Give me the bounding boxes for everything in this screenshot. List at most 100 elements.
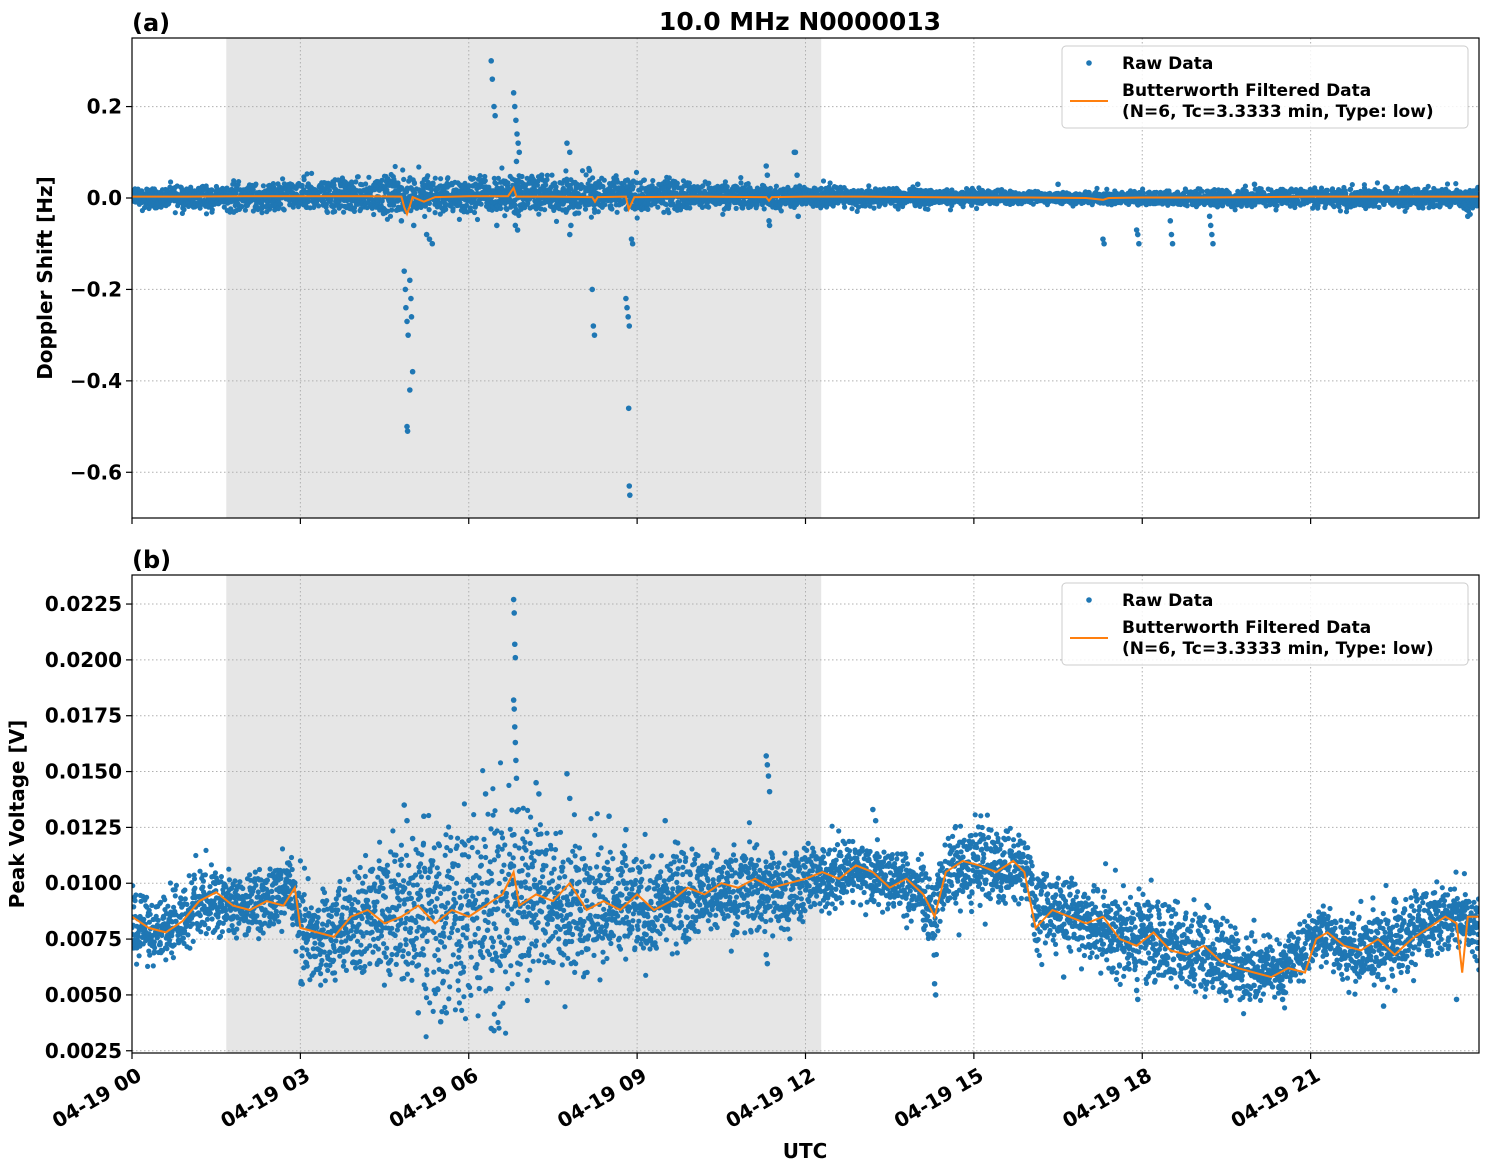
raw-data-point (720, 211, 726, 217)
raw-data-point (579, 168, 586, 174)
raw-data-point (674, 180, 680, 186)
raw-data-point (389, 207, 395, 213)
raw-data-point (326, 187, 333, 193)
raw-data-point (1348, 186, 1354, 192)
raw-data-point (242, 207, 248, 213)
raw-data-point (443, 206, 449, 212)
raw-data-point (411, 180, 418, 186)
raw-data-point (553, 184, 559, 190)
raw-data-point (666, 210, 672, 216)
raw-data-point (498, 205, 504, 212)
raw-data-point (544, 172, 551, 178)
raw-data-point (663, 201, 670, 208)
raw-data-point (471, 209, 478, 216)
raw-data-point (733, 205, 739, 211)
raw-data-point (450, 206, 456, 212)
raw-data-point (633, 169, 640, 175)
plot-area (132, 58, 1479, 498)
raw-data-point (181, 207, 187, 213)
raw-data-point (236, 179, 242, 185)
raw-data-point (925, 206, 931, 212)
raw-data-point (849, 206, 855, 212)
raw-data-point (353, 179, 359, 185)
raw-data-point (341, 209, 347, 215)
raw-data-point (563, 168, 569, 174)
raw-data-point (706, 204, 712, 210)
raw-data-point (641, 177, 648, 183)
raw-data-point (650, 178, 656, 184)
raw-data-point (614, 209, 620, 215)
raw-data-point (482, 178, 488, 184)
raw-data-point (655, 204, 661, 210)
raw-data-point (429, 186, 435, 193)
raw-data-point (842, 204, 848, 210)
raw-data-point (456, 216, 462, 222)
raw-data-point (516, 212, 522, 219)
raw-data-point (321, 198, 327, 204)
raw-data-point (278, 201, 284, 207)
raw-data-point (299, 182, 305, 189)
raw-data-point (305, 199, 311, 205)
raw-data-point (724, 184, 730, 190)
raw-data-point (325, 180, 331, 186)
raw-data-point (706, 180, 712, 186)
raw-data-point (474, 216, 481, 223)
raw-data-point (430, 180, 436, 186)
raw-data-point (209, 207, 215, 213)
raw-data-point (542, 207, 548, 213)
raw-data-point (1274, 203, 1280, 209)
raw-data-point (601, 177, 607, 183)
raw-data-point (401, 176, 407, 182)
raw-data-point (209, 187, 215, 193)
raw-data-point (1349, 182, 1355, 188)
raw-data-point (260, 183, 266, 189)
raw-data-point (536, 211, 542, 217)
raw-data-point (1337, 208, 1343, 214)
raw-data-point (400, 167, 406, 173)
figure-title: 10.0 MHz N0000013 (659, 7, 941, 36)
raw-data-point (761, 206, 767, 212)
raw-data-point (595, 209, 601, 215)
raw-data-point (309, 170, 315, 176)
raw-data-point (250, 186, 256, 193)
raw-data-point (203, 211, 210, 217)
raw-data-point (239, 203, 245, 210)
raw-data-point (1376, 204, 1382, 210)
raw-data-point (387, 213, 394, 219)
raw-data-point (871, 205, 877, 211)
raw-data-point (371, 211, 377, 218)
raw-data-point (422, 213, 428, 219)
raw-data-point (1232, 207, 1238, 213)
raw-data-point (576, 210, 582, 216)
raw-data-point (425, 173, 431, 179)
raw-data-point (687, 205, 693, 211)
raw-data-point (722, 179, 729, 185)
raw-data-point (1094, 185, 1100, 191)
raw-data-point (316, 203, 322, 209)
raw-data-point (582, 206, 589, 212)
raw-data-point (426, 207, 432, 213)
raw-data-point (1199, 188, 1205, 194)
raw-data-point (590, 175, 596, 181)
raw-data-point (773, 183, 780, 189)
raw-data-point (1394, 185, 1400, 191)
raw-data-point (172, 210, 178, 216)
raw-data-point (778, 208, 784, 214)
raw-data-point (324, 209, 331, 215)
raw-data-point (301, 177, 307, 183)
raw-data-point (505, 180, 511, 186)
raw-data-point (438, 176, 444, 182)
raw-data-point (519, 173, 525, 180)
raw-data-point (602, 202, 608, 208)
raw-data-point (392, 163, 398, 170)
raw-data-point (1104, 186, 1110, 192)
raw-data-point (1184, 203, 1190, 209)
raw-data-point (221, 204, 227, 210)
raw-data-point (416, 164, 422, 170)
raw-data-point (543, 182, 549, 188)
raw-data-point (866, 183, 872, 189)
raw-data-point (304, 171, 310, 177)
raw-data-point (259, 210, 265, 216)
raw-data-point (1324, 187, 1331, 193)
